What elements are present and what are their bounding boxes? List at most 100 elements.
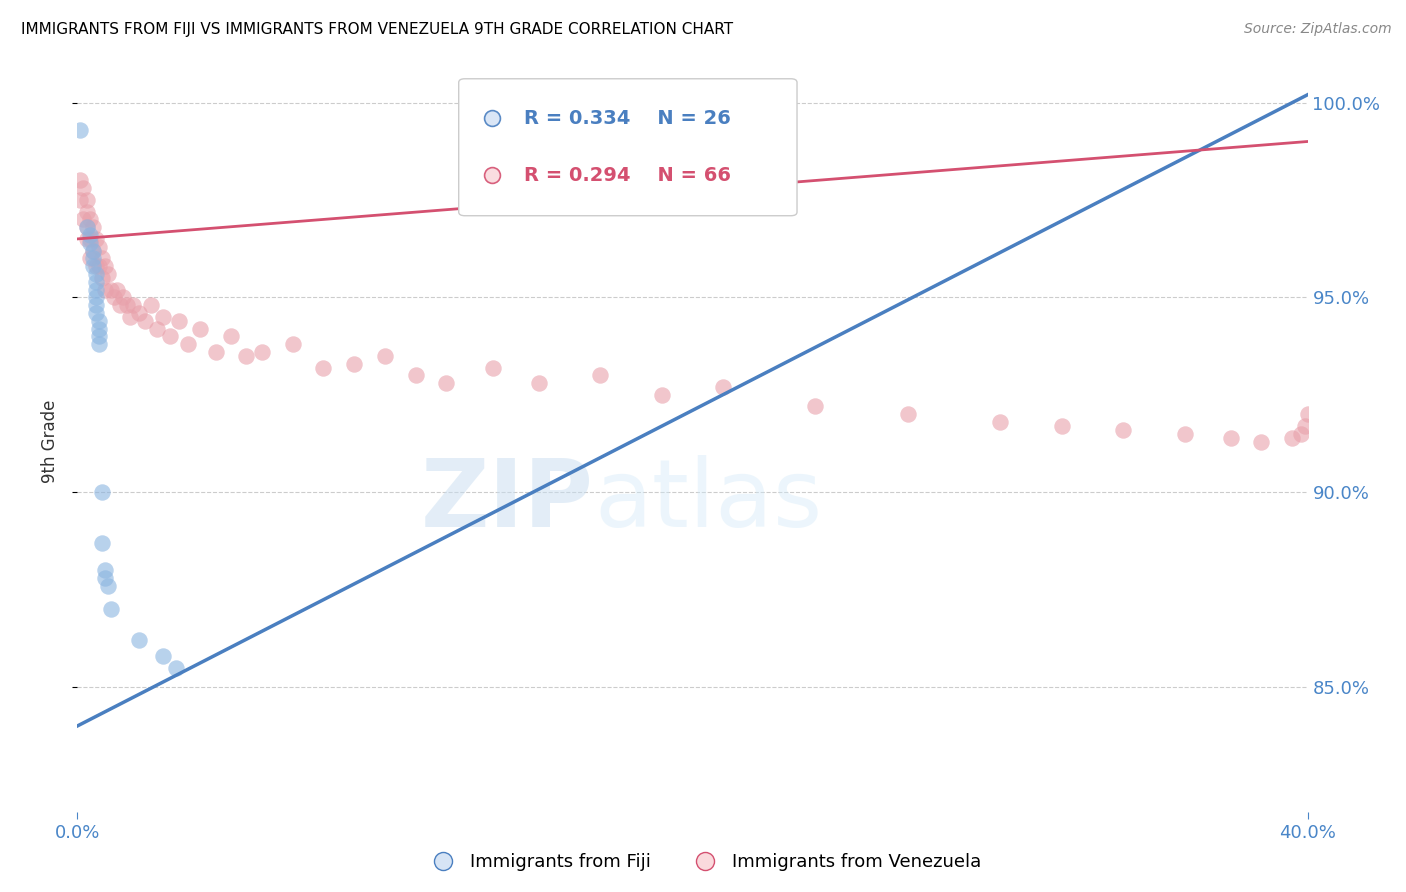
Point xyxy=(87,337,110,351)
Point xyxy=(118,310,141,324)
Point xyxy=(100,283,122,297)
Point xyxy=(84,232,107,246)
Point xyxy=(69,123,91,137)
Point xyxy=(121,298,143,312)
Point xyxy=(79,232,101,246)
Point xyxy=(1102,641,1125,656)
Text: atlas: atlas xyxy=(595,455,823,547)
Point xyxy=(79,235,101,250)
Point xyxy=(105,283,128,297)
Point xyxy=(165,660,187,674)
Point xyxy=(177,337,200,351)
Point xyxy=(1250,434,1272,449)
Point xyxy=(481,360,503,375)
Point xyxy=(84,267,107,281)
Point xyxy=(90,485,114,500)
Point xyxy=(79,252,101,266)
Point xyxy=(82,259,104,273)
Y-axis label: 9th Grade: 9th Grade xyxy=(41,400,59,483)
Point xyxy=(1219,431,1241,445)
Point xyxy=(69,193,91,207)
Point xyxy=(1174,426,1197,441)
Point xyxy=(312,360,335,375)
Text: ZIP: ZIP xyxy=(422,455,595,547)
Point xyxy=(82,220,104,235)
Point xyxy=(115,298,138,312)
Point xyxy=(90,252,114,266)
Point xyxy=(988,415,1011,429)
Point xyxy=(79,212,101,227)
Point xyxy=(128,306,150,320)
Point xyxy=(152,648,174,663)
Point xyxy=(76,220,98,235)
Point xyxy=(152,310,174,324)
Point xyxy=(84,259,107,273)
Point xyxy=(87,329,110,343)
Point xyxy=(897,407,920,421)
Point xyxy=(167,314,190,328)
Point xyxy=(1050,419,1073,434)
Point xyxy=(82,244,104,258)
Point xyxy=(589,368,612,383)
Point xyxy=(1294,419,1316,434)
Point xyxy=(235,349,257,363)
Point xyxy=(128,633,150,648)
Point xyxy=(76,220,98,235)
Point xyxy=(90,536,114,550)
Point xyxy=(711,380,734,394)
Point xyxy=(204,345,226,359)
Text: IMMIGRANTS FROM FIJI VS IMMIGRANTS FROM VENEZUELA 9TH GRADE CORRELATION CHART: IMMIGRANTS FROM FIJI VS IMMIGRANTS FROM … xyxy=(21,22,733,37)
Point xyxy=(76,232,98,246)
Point xyxy=(82,244,104,258)
Point xyxy=(87,240,110,254)
Point xyxy=(97,267,120,281)
Point xyxy=(72,181,94,195)
Point xyxy=(804,400,827,414)
Text: R = 0.294    N = 66: R = 0.294 N = 66 xyxy=(524,166,731,185)
FancyBboxPatch shape xyxy=(458,78,797,216)
Point xyxy=(1296,407,1319,421)
Point xyxy=(87,321,110,335)
Point xyxy=(1281,431,1303,445)
Text: Source: ZipAtlas.com: Source: ZipAtlas.com xyxy=(1244,22,1392,37)
Point xyxy=(527,376,550,390)
Point xyxy=(82,252,104,266)
Point xyxy=(159,329,181,343)
Point xyxy=(146,321,169,335)
Point xyxy=(87,314,110,328)
Point xyxy=(1112,423,1135,437)
Point xyxy=(405,368,427,383)
Point xyxy=(141,298,163,312)
Point xyxy=(436,376,458,390)
Point xyxy=(374,349,396,363)
Point xyxy=(112,290,135,304)
Point xyxy=(76,193,98,207)
Point xyxy=(69,173,91,187)
Point xyxy=(84,298,107,312)
Point xyxy=(100,602,122,616)
Text: R = 0.334    N = 26: R = 0.334 N = 26 xyxy=(524,109,731,128)
Point xyxy=(1291,426,1313,441)
Point xyxy=(79,227,101,242)
Point xyxy=(84,306,107,320)
Legend: Immigrants from Fiji, Immigrants from Venezuela: Immigrants from Fiji, Immigrants from Ve… xyxy=(418,847,988,879)
Point xyxy=(87,259,110,273)
Point xyxy=(90,271,114,285)
Point xyxy=(94,563,117,577)
Point xyxy=(1102,341,1125,355)
Point xyxy=(97,579,120,593)
Point xyxy=(84,290,107,304)
Point xyxy=(94,259,117,273)
Point xyxy=(110,298,132,312)
Point xyxy=(76,204,98,219)
Point xyxy=(94,283,117,297)
Point xyxy=(94,571,117,585)
Point xyxy=(281,337,304,351)
Point xyxy=(84,283,107,297)
Point xyxy=(72,212,94,227)
Point xyxy=(250,345,273,359)
Point xyxy=(84,275,107,289)
Point xyxy=(134,314,156,328)
Point xyxy=(343,357,366,371)
Point xyxy=(103,290,125,304)
